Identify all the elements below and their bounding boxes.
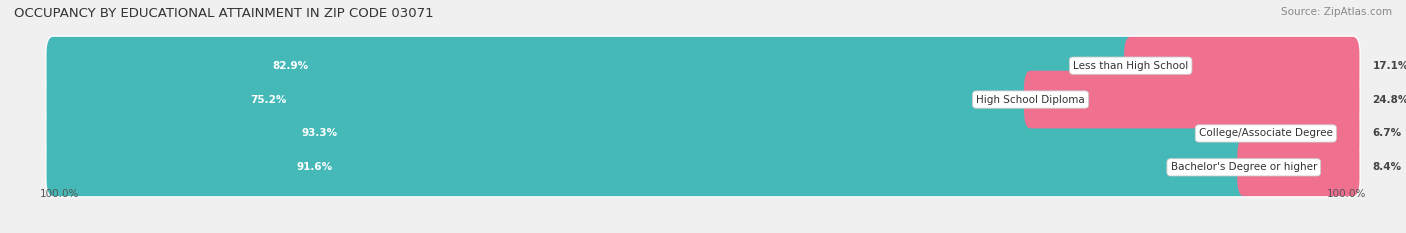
Text: College/Associate Degree: College/Associate Degree: [1199, 128, 1333, 138]
Text: 100.0%: 100.0%: [1327, 189, 1367, 199]
Text: 24.8%: 24.8%: [1372, 95, 1406, 105]
FancyBboxPatch shape: [46, 71, 1038, 128]
Text: OCCUPANCY BY EDUCATIONAL ATTAINMENT IN ZIP CODE 03071: OCCUPANCY BY EDUCATIONAL ATTAINMENT IN Z…: [14, 7, 433, 20]
FancyBboxPatch shape: [1024, 71, 1360, 128]
Text: 17.1%: 17.1%: [1372, 61, 1406, 71]
FancyBboxPatch shape: [46, 139, 1250, 196]
FancyBboxPatch shape: [46, 37, 1360, 94]
Text: 91.6%: 91.6%: [297, 162, 333, 172]
Text: 93.3%: 93.3%: [302, 128, 337, 138]
FancyBboxPatch shape: [46, 105, 1272, 162]
FancyBboxPatch shape: [46, 105, 1360, 162]
Text: 75.2%: 75.2%: [250, 95, 287, 105]
Text: 6.7%: 6.7%: [1372, 128, 1402, 138]
FancyBboxPatch shape: [46, 71, 1360, 128]
Text: Source: ZipAtlas.com: Source: ZipAtlas.com: [1281, 7, 1392, 17]
Text: 8.4%: 8.4%: [1372, 162, 1402, 172]
FancyBboxPatch shape: [46, 37, 1137, 94]
Text: 100.0%: 100.0%: [39, 189, 79, 199]
FancyBboxPatch shape: [46, 139, 1360, 196]
Text: Less than High School: Less than High School: [1073, 61, 1188, 71]
FancyBboxPatch shape: [1237, 139, 1360, 196]
FancyBboxPatch shape: [1125, 37, 1360, 94]
Text: 82.9%: 82.9%: [273, 61, 308, 71]
Text: Bachelor's Degree or higher: Bachelor's Degree or higher: [1171, 162, 1317, 172]
FancyBboxPatch shape: [1260, 105, 1360, 162]
Text: High School Diploma: High School Diploma: [976, 95, 1085, 105]
